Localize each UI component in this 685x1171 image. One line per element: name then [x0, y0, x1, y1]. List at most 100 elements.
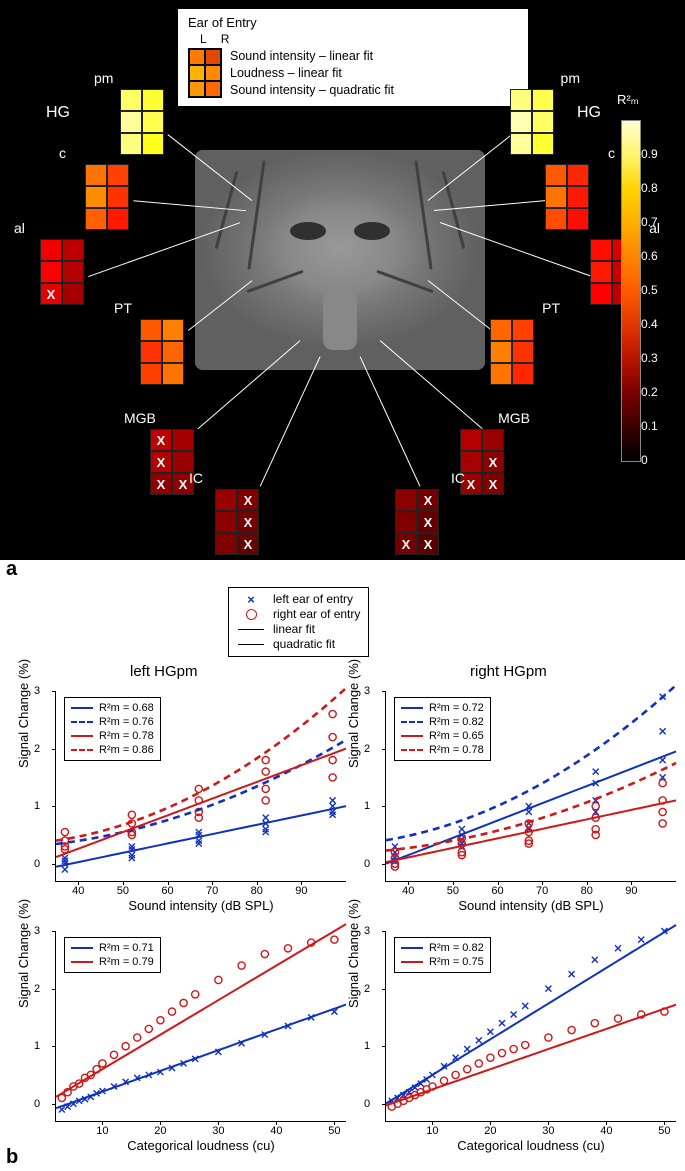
x-tick: 60: [491, 885, 503, 897]
roi-grid: [545, 164, 589, 230]
colorbar-tick: 0.5: [641, 283, 658, 297]
y-axis-label: Signal Change (%): [346, 659, 361, 768]
colorbar-tick: 0.7: [641, 215, 658, 229]
roi-tag: IC: [451, 470, 465, 486]
legend-mini-grid: [188, 48, 222, 98]
y-tick: 0: [364, 1098, 370, 1110]
mini-legend-text: R²m = 0.86: [99, 743, 154, 757]
roi-R_PT: PT: [490, 300, 534, 385]
colorbar-tick: 0.6: [641, 249, 658, 263]
axes-top-right: Signal Change (%)Sound intensity (dB SPL…: [385, 691, 676, 882]
y-tick: 0: [34, 1098, 40, 1110]
y-axis-label: Signal Change (%): [346, 899, 361, 1008]
roi-grid: [490, 319, 534, 385]
x-tick: 10: [96, 1125, 108, 1137]
x-tick: 20: [154, 1125, 166, 1137]
legend-col-L: L: [200, 32, 207, 46]
roi-R_MGB: MGBXXX: [460, 410, 504, 495]
colorbar-tick: 0: [641, 453, 648, 467]
x-tick: 40: [72, 885, 84, 897]
mini-legend-text: R²m = 0.68: [99, 701, 154, 715]
roi-L_pm: pm: [120, 70, 164, 155]
col-title-left: left HGpm: [130, 663, 198, 680]
roi-grid: XXX: [460, 429, 504, 495]
y-tick: 0: [364, 858, 370, 870]
y-tick: 3: [364, 685, 370, 697]
axes-mini-legend: R²m = 0.68R²m = 0.76R²m = 0.78R²m = 0.86: [64, 697, 161, 761]
mini-legend-text: R²m = 0.71: [99, 941, 154, 955]
legend-row-2: Loudness – linear fit: [230, 65, 394, 81]
roi-L_IC: ICXXX: [215, 470, 259, 555]
axes-mini-legend: R²m = 0.71R²m = 0.79: [64, 937, 161, 973]
y-tick: 3: [364, 925, 370, 937]
x-tick: 50: [447, 885, 459, 897]
colorbar-gradient: [621, 120, 641, 462]
hg-label-right: HG: [577, 104, 601, 122]
colorbar-tick: 0.1: [641, 419, 658, 433]
y-axis-label: Signal Change (%): [16, 899, 31, 1008]
b-legend-quad: quadratic fit: [273, 637, 335, 652]
y-tick: 1: [364, 800, 370, 812]
col-title-right: right HGpm: [470, 663, 547, 680]
y-tick: 1: [34, 800, 40, 812]
roi-L_MGB: MGBXXXX: [150, 410, 194, 495]
y-tick: 3: [34, 685, 40, 697]
y-tick: 0: [34, 858, 40, 870]
mini-legend-text: R²m = 0.65: [429, 729, 484, 743]
x-tick: 90: [295, 885, 307, 897]
roi-tag: c: [608, 145, 615, 161]
panel-b-legend: × left ear of entry right ear of entry l…: [228, 587, 369, 657]
legend-col-R: R: [221, 32, 230, 46]
mini-legend-text: R²m = 0.78: [99, 729, 154, 743]
x-axis-label: Sound intensity (dB SPL): [458, 898, 603, 913]
b-legend-linear: linear fit: [273, 622, 315, 637]
roi-R_pm: pm: [510, 70, 554, 155]
legend-title: Ear of Entry: [188, 15, 518, 30]
roi-grid: X: [40, 239, 84, 305]
mini-legend-text: R²m = 0.82: [429, 941, 484, 955]
axes-bot-left: Signal Change (%)Categorical loudness (c…: [55, 931, 346, 1122]
mini-legend-text: R²m = 0.76: [99, 715, 154, 729]
axes-mini-legend: R²m = 0.72R²m = 0.82R²m = 0.65R²m = 0.78: [394, 697, 491, 761]
x-tick: 10: [426, 1125, 438, 1137]
lead-line: [359, 356, 420, 486]
mini-legend-text: R²m = 0.79: [99, 955, 154, 969]
x-tick: 60: [161, 885, 173, 897]
roi-tag: pm: [561, 70, 580, 86]
roi-R_IC: ICXXXX: [395, 470, 439, 555]
x-tick: 30: [542, 1125, 554, 1137]
mini-legend-text: R²m = 0.72: [429, 701, 484, 715]
x-tick: 80: [581, 885, 593, 897]
x-tick: 30: [212, 1125, 224, 1137]
roi-grid: [140, 319, 184, 385]
roi-tag: c: [59, 145, 66, 161]
colorbar-tick: 0.8: [641, 181, 658, 195]
x-tick: 50: [328, 1125, 340, 1137]
roi-tag: PT: [114, 300, 132, 316]
colorbar-tick: 0.3: [641, 351, 658, 365]
roi-tag: al: [14, 220, 25, 236]
legend-row-1: Sound intensity – linear fit: [230, 48, 394, 64]
roi-grid: XXXX: [395, 489, 439, 555]
roi-L_c: c: [85, 145, 129, 230]
lead-line: [259, 356, 320, 486]
roi-tag: IC: [189, 470, 203, 486]
y-tick: 2: [364, 743, 370, 755]
b-legend-left-x: left ear of entry: [273, 592, 353, 607]
mini-legend-text: R²m = 0.78: [429, 743, 484, 757]
roi-grid: [85, 164, 129, 230]
colorbar-title: R²ₘ: [617, 92, 639, 108]
panel-a-brain-heatmaps: HG HG Ear of Entry L R Sound intensity –…: [0, 0, 685, 560]
y-tick: 2: [34, 983, 40, 995]
x-tick: 40: [600, 1125, 612, 1137]
roi-L_PT: PT: [140, 300, 184, 385]
colorbar-tick: 0.9: [641, 147, 658, 161]
b-legend-right-o: right ear of entry: [273, 607, 360, 622]
y-tick: 1: [364, 1040, 370, 1052]
legend-row-3: Sound intensity – quadratic fit: [230, 82, 394, 98]
x-axis-label: Categorical loudness (cu): [127, 1138, 274, 1153]
roi-R_c: c: [545, 145, 589, 230]
roi-tag: MGB: [498, 410, 530, 426]
x-tick: 50: [658, 1125, 670, 1137]
roi-tag: pm: [94, 70, 113, 86]
